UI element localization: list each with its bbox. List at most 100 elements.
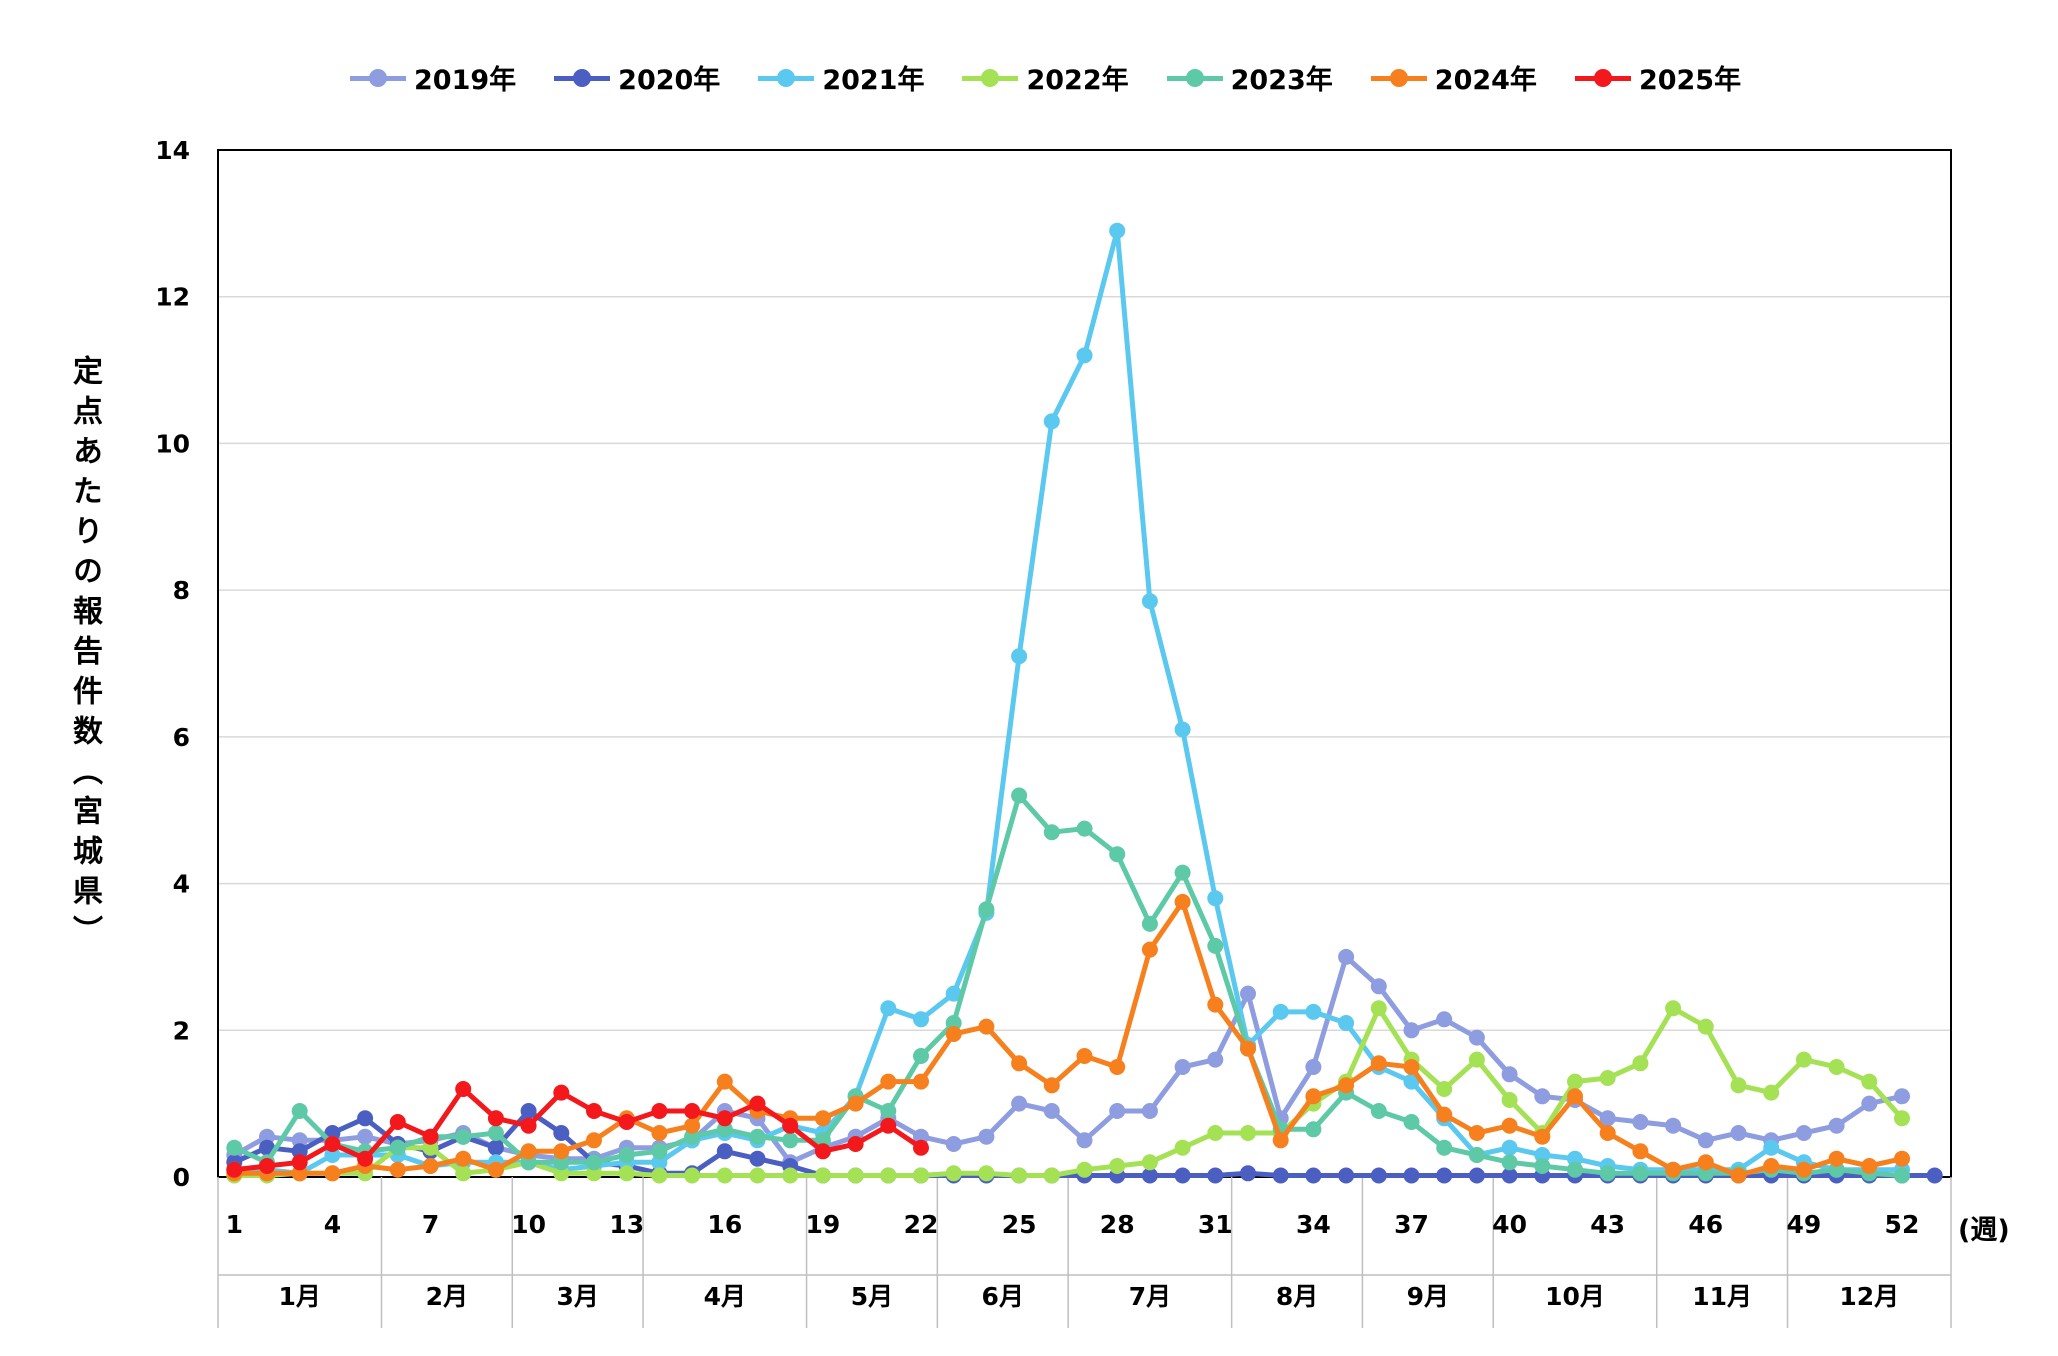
data-point-2023年 <box>1697 1165 1714 1182</box>
data-point-2022年 <box>1599 1070 1616 1086</box>
data-point-2021年 <box>1011 648 1028 665</box>
data-point-2025年 <box>291 1154 308 1171</box>
data-point-2022年 <box>684 1167 701 1184</box>
data-point-2025年 <box>782 1117 799 1134</box>
legend-item-2024[interactable]: 2024年 <box>1370 58 1537 97</box>
data-point-2024年 <box>1828 1150 1845 1167</box>
legend-item-2019[interactable]: 2019年 <box>350 58 516 97</box>
data-point-2024年 <box>651 1125 668 1141</box>
data-point-2024年 <box>291 1165 308 1182</box>
data-point-2024年 <box>1665 1161 1682 1178</box>
data-point-2025年 <box>520 1117 537 1134</box>
legend-item-2020[interactable]: 2020年 <box>554 58 720 97</box>
data-point-2019年 <box>1599 1110 1616 1127</box>
data-point-2025年 <box>913 1139 929 1156</box>
data-point-2025年 <box>487 1110 504 1127</box>
data-point-2023年 <box>553 1154 570 1171</box>
data-point-2019年 <box>1534 1088 1551 1105</box>
data-point-2023年 <box>1567 1161 1583 1178</box>
legend-item-2022[interactable]: 2022年 <box>962 58 1129 97</box>
data-point-2019年 <box>1697 1132 1714 1149</box>
data-point-2022年 <box>1894 1110 1910 1127</box>
data-point-2023年 <box>1174 864 1191 881</box>
x-tick-label-7: 7 <box>422 1210 439 1239</box>
legend-swatch-2024 <box>1370 65 1427 91</box>
legend-item-2021[interactable]: 2021年 <box>758 58 924 97</box>
data-point-2024年 <box>586 1132 602 1149</box>
data-point-2020年 <box>716 1143 733 1160</box>
data-point-2023年 <box>814 1132 831 1149</box>
data-point-2025年 <box>684 1103 701 1119</box>
legend-item-2023[interactable]: 2023年 <box>1166 58 1333 97</box>
data-point-2024年 <box>880 1073 897 1090</box>
data-point-2023年 <box>1370 1103 1387 1119</box>
data-point-2024年 <box>1567 1088 1583 1105</box>
data-point-2022年 <box>618 1165 635 1182</box>
data-point-2024年 <box>1599 1125 1616 1141</box>
data-point-2024年 <box>1011 1055 1028 1072</box>
legend-label-2020: 2020年 <box>618 65 721 96</box>
x-tick-label-40: 40 <box>1492 1210 1527 1239</box>
data-point-2021年 <box>1403 1073 1420 1090</box>
y-tick-label-4: 4 <box>173 870 190 899</box>
data-point-2021年 <box>1272 1003 1289 1020</box>
legend-label-2019: 2019年 <box>414 65 517 96</box>
data-point-2020年 <box>553 1125 570 1141</box>
data-point-2024年 <box>324 1165 341 1182</box>
month-label: 9月 <box>1407 1282 1449 1311</box>
data-point-2024年 <box>1207 996 1224 1013</box>
legend-label-2022: 2022年 <box>1026 65 1129 96</box>
x-tick-label-16: 16 <box>707 1210 742 1239</box>
y-tick-label-10: 10 <box>155 429 190 458</box>
y-tick-label-8: 8 <box>173 576 190 605</box>
legend-swatch-2023 <box>1166 65 1223 91</box>
data-point-2023年 <box>1632 1165 1649 1182</box>
legend-label-2023: 2023年 <box>1230 65 1333 96</box>
y-tick-label-14: 14 <box>155 136 190 165</box>
data-point-2019年 <box>1338 948 1355 965</box>
x-tick-label-34: 34 <box>1296 1210 1331 1239</box>
x-tick-label-43: 43 <box>1590 1210 1625 1239</box>
data-point-2021年 <box>1567 1150 1583 1167</box>
data-point-2024年 <box>553 1143 570 1160</box>
data-point-2024年 <box>1894 1150 1910 1167</box>
data-point-2020年 <box>1468 1167 1485 1184</box>
data-point-2019年 <box>1828 1117 1845 1134</box>
data-point-2023年 <box>651 1143 668 1160</box>
data-point-2024年 <box>1141 941 1158 958</box>
data-point-2025年 <box>749 1095 766 1112</box>
data-point-2022年 <box>978 1165 995 1182</box>
data-point-2024年 <box>1174 893 1191 910</box>
data-point-2019年 <box>1076 1132 1093 1149</box>
month-label: 5月 <box>851 1282 893 1311</box>
data-point-2019年 <box>1305 1059 1322 1075</box>
data-point-2025年 <box>716 1110 733 1127</box>
data-point-2019年 <box>1861 1095 1878 1112</box>
data-point-2024年 <box>1501 1117 1518 1134</box>
legend-item-2025[interactable]: 2025年 <box>1574 58 1741 97</box>
month-label: 11月 <box>1692 1282 1752 1311</box>
data-point-2022年 <box>1141 1154 1158 1171</box>
data-point-2023年 <box>1403 1114 1420 1130</box>
data-point-2023年 <box>1501 1154 1518 1171</box>
data-point-2019年 <box>1665 1117 1682 1134</box>
data-point-2020年 <box>1436 1167 1453 1184</box>
data-point-2025年 <box>618 1114 635 1130</box>
data-point-2024年 <box>1043 1077 1060 1094</box>
data-point-2025年 <box>880 1117 897 1134</box>
legend: 2019年 2020年 2021年 2022年 2023年 2024年 2025… <box>350 58 1741 97</box>
data-point-2023年 <box>1468 1147 1485 1163</box>
data-point-2019年 <box>1730 1125 1747 1141</box>
data-point-2022年 <box>1109 1158 1126 1174</box>
month-label: 3月 <box>556 1282 598 1311</box>
data-point-2020年 <box>1240 1165 1256 1182</box>
data-point-2019年 <box>1370 978 1387 995</box>
data-point-2023年 <box>684 1128 701 1145</box>
data-point-2022年 <box>814 1167 831 1184</box>
data-point-2022年 <box>716 1167 733 1184</box>
data-point-2024年 <box>913 1073 929 1090</box>
series-line-2024年 <box>231 899 1905 1178</box>
data-point-2021年 <box>1534 1147 1551 1163</box>
x-tick-label-49: 49 <box>1786 1210 1821 1239</box>
